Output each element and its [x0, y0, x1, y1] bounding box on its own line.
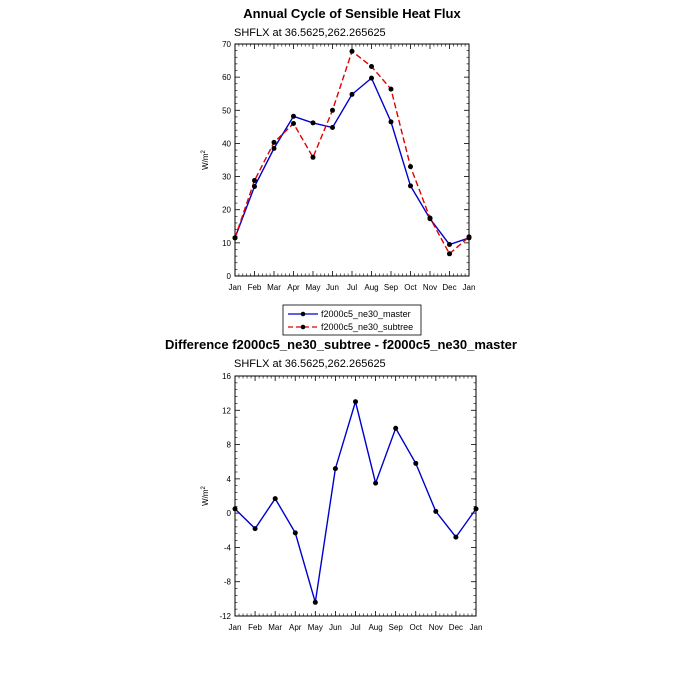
chart1-xtick-label: Jul [347, 283, 357, 292]
chart1-xtick-label: Feb [248, 283, 262, 292]
chart1-series-1-point [232, 235, 238, 241]
chart1-ytick-label: 0 [227, 272, 232, 281]
chart1-series-1-point [349, 48, 355, 54]
chart2-series-0-point [393, 425, 399, 431]
chart2-series-0-point [292, 530, 298, 536]
chart1-xtick-label: Nov [423, 283, 437, 292]
chart2-xtick-label: Dec [449, 623, 463, 632]
chart2-xtick-label: Jan [470, 623, 483, 632]
chart2-xtick-label: May [308, 623, 323, 632]
chart1-series-0-point [447, 242, 452, 247]
chart2-xtick-label: Oct [410, 623, 423, 632]
chart2-series-0-point [353, 399, 358, 405]
chart2-ytick-label: 12 [222, 406, 231, 415]
chart1-series-1-point [271, 139, 277, 145]
chart1-series-1-point [369, 64, 374, 69]
chart2-series-0-point [232, 506, 238, 512]
chart2-ytick-label: -12 [219, 612, 231, 621]
chart1-legend: f2000c5_ne30_master f2000c5_ne30_subtree [282, 304, 422, 336]
chart1-frame [234, 43, 470, 277]
chart2-series-0-point [373, 480, 379, 486]
chart1-series-0-point [349, 91, 355, 97]
chart1-ytick-label: 50 [222, 106, 231, 115]
chart1-ylabel: W/m2 [201, 149, 210, 169]
chart1-series-1-point [447, 251, 452, 257]
chart2-series-0-point [312, 599, 318, 605]
chart2-title: Difference f2000c5_ne30_subtree - f2000c… [165, 337, 517, 352]
chart2-plot: Jan Feb Mar Apr May Jun Jul Aug Sep Oct Nov Dec Jan -… [219, 372, 482, 632]
chart2-xtick-label: Mar [268, 623, 282, 632]
chart2-ytick-label: -4 [224, 543, 232, 552]
chart2-xtick-label: Apr [289, 623, 302, 632]
chart1-series-1-point [466, 234, 472, 240]
chart1-series-1-point [330, 107, 335, 113]
chart2-series-0-point [252, 526, 258, 532]
chart2-xtick-label: Jul [350, 623, 360, 632]
chart2-xtick-label: Jan [229, 623, 242, 632]
chart1-xtick-label: Dec [442, 283, 456, 292]
chart2-xtick-label: Nov [429, 623, 443, 632]
chart1-xtick-label: May [305, 283, 320, 292]
chart2-series-0-line [234, 399, 477, 603]
chart1-ytick-label: 70 [222, 40, 231, 49]
chart1-series-0-point [252, 184, 257, 189]
chart2-subtitle: SHFLX at 36.5625,262.265625 [234, 358, 386, 370]
chart1-xtick-label: Oct [404, 283, 417, 292]
legend-box [282, 304, 422, 336]
chart1-ytick-label: 60 [222, 73, 231, 82]
chart1-series-0-point [369, 75, 374, 81]
chart2-ylabel: W/m2 [201, 485, 210, 505]
chart1-series-0-line [234, 76, 470, 246]
chart1-series-0-point [291, 113, 296, 119]
legend-label-subtree: f2000c5_ne30_subtree [321, 322, 413, 332]
chart1-ytick-label: 30 [222, 173, 231, 182]
chart1-title: Annual Cycle of Sensible Heat Flux [243, 6, 461, 21]
chart1-plot: Jan Feb Mar Apr May Jun Jul Aug Sep Oct Nov Dec Jan 0… [222, 40, 475, 292]
chart1-series-0-point [271, 145, 277, 151]
chart1-series-0-point [408, 183, 413, 189]
chart1-series-0-point [388, 119, 394, 125]
chart1-series-1-point [291, 121, 296, 126]
chart2-ytick-label: -8 [224, 578, 232, 587]
chart1-series-0-point [310, 120, 316, 126]
chart2-series-0-point [453, 534, 459, 540]
chart2-series-0-point [332, 466, 338, 472]
chart1-series-1-point [408, 164, 413, 170]
legend-label-master: f2000c5_ne30_master [321, 309, 411, 319]
chart1-ytick-label: 20 [222, 206, 231, 215]
chart2-ytick-label: 8 [227, 441, 232, 450]
chart1-xtick-label: Jan [229, 283, 242, 292]
chart1-series-0-point [330, 125, 335, 130]
chart2-ytick-label: 16 [222, 372, 231, 381]
chart2-ytick-label: 0 [227, 509, 232, 518]
chart2-xtick-label: Aug [368, 623, 382, 632]
chart1-xtick-label: Jun [326, 283, 339, 292]
chart2-series-0-point [433, 508, 439, 514]
chart2-frame [234, 375, 477, 617]
chart2-series-0-point [413, 460, 419, 466]
chart1-xtick-label: Jan [463, 283, 476, 292]
chart2-series-0-point [473, 506, 479, 512]
chart1-series-1-point [310, 154, 316, 160]
chart1-subtitle: SHFLX at 36.5625,262.265625 [234, 27, 386, 39]
chart1-xtick-label: Sep [384, 283, 399, 292]
chart1-xtick-label: Apr [287, 283, 300, 292]
chart1-series-1-point [388, 86, 394, 92]
chart1-ytick-label: 10 [222, 239, 231, 248]
legend-marker-master [300, 311, 306, 317]
chart2-xtick-label: Jun [329, 623, 342, 632]
chart1-ytick-label: 40 [222, 139, 231, 148]
chart1-xtick-label: Aug [364, 283, 378, 292]
chart1-series-1-point [252, 178, 257, 183]
chart2-ytick-label: 4 [227, 475, 232, 484]
chart1-series-1-point [427, 215, 433, 221]
chart2-series-0-point [272, 496, 278, 502]
chart1-xtick-label: Mar [267, 283, 281, 292]
chart2-xtick-label: Sep [389, 623, 404, 632]
legend-marker-subtree [300, 324, 306, 330]
chart2-xtick-label: Feb [248, 623, 262, 632]
